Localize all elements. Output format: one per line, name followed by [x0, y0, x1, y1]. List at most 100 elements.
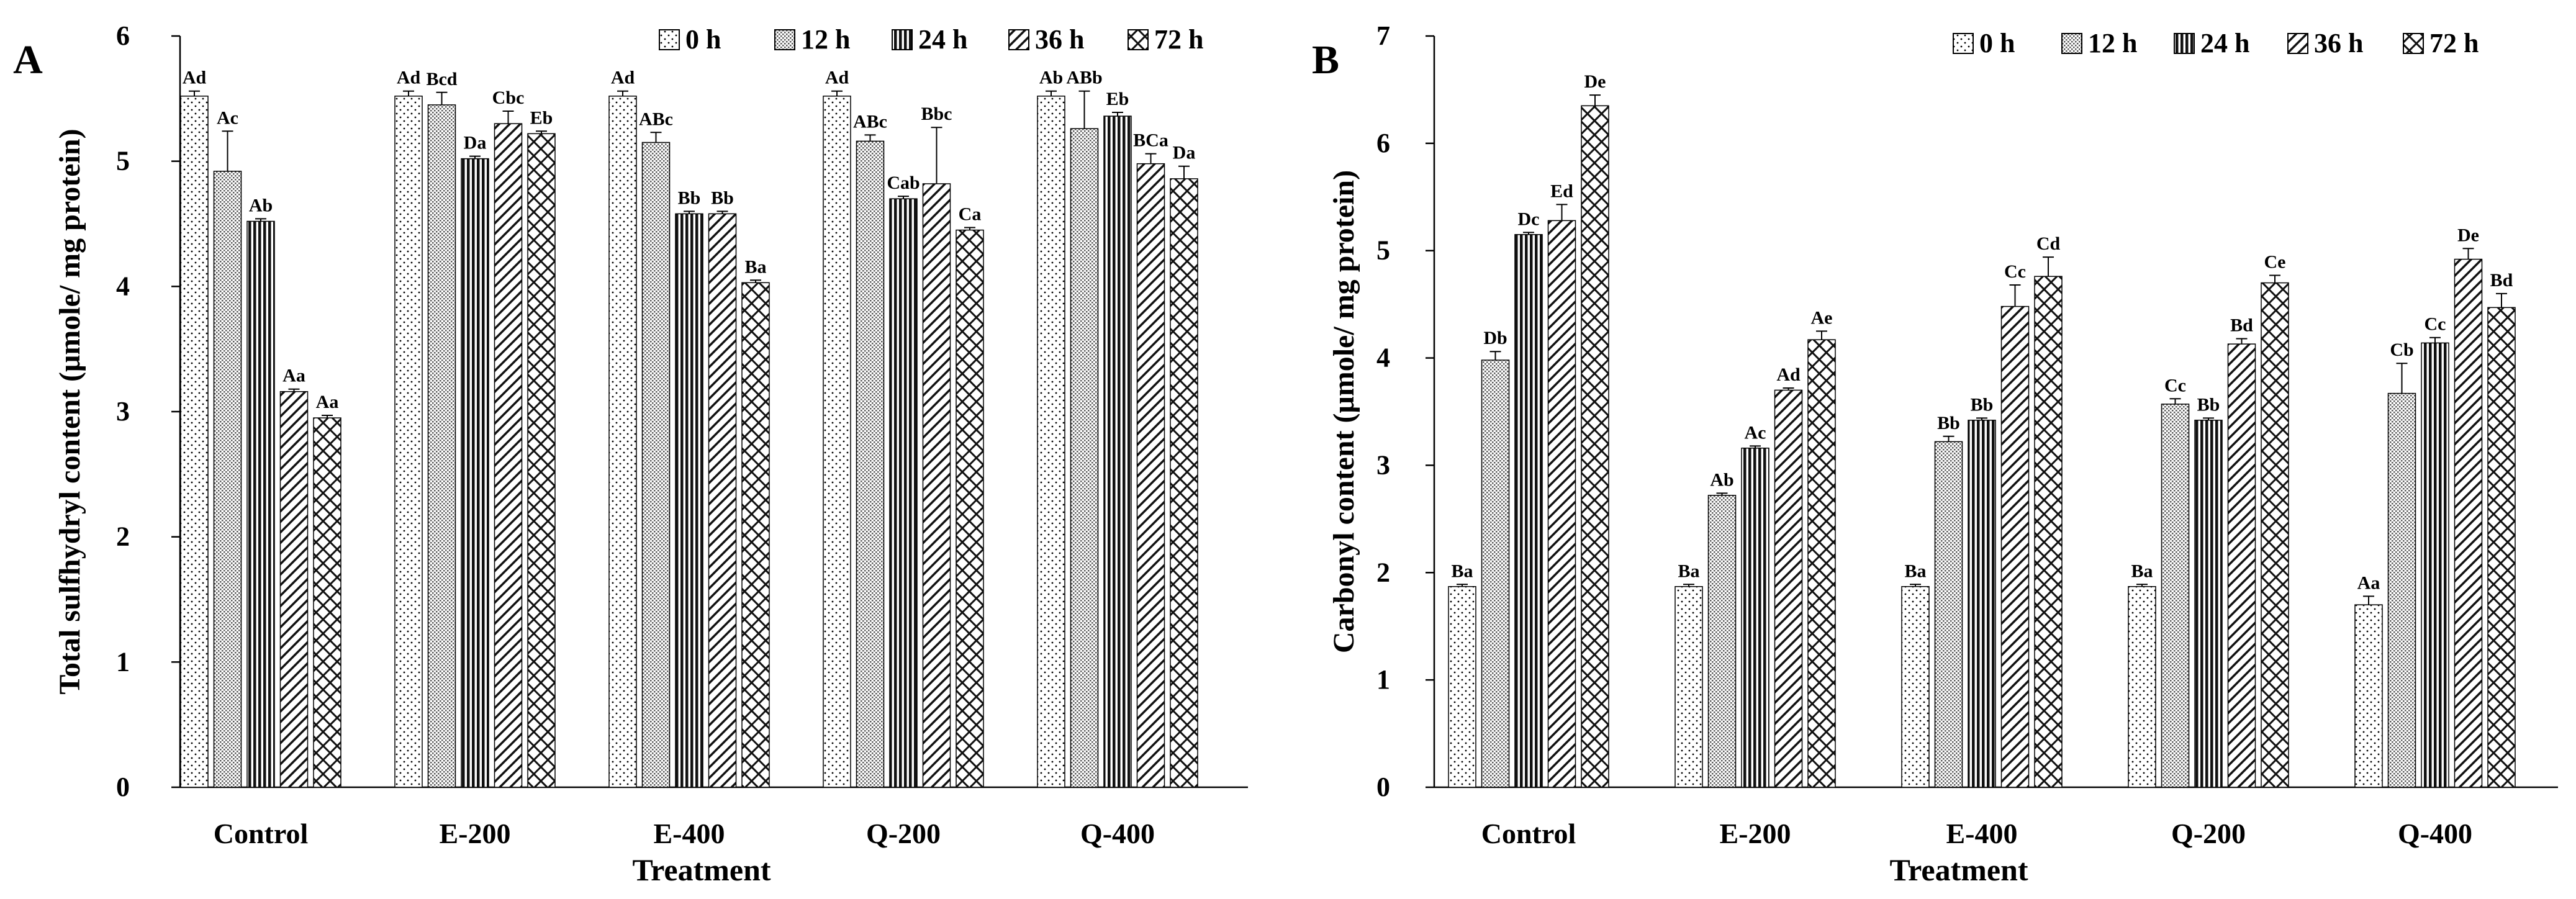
data-label: Bd [2230, 315, 2253, 335]
data-label: Ab [249, 195, 273, 215]
data-label: Bcd [426, 69, 457, 89]
x-tick-label: Control [214, 818, 309, 849]
bar [1103, 115, 1132, 788]
bar [1807, 339, 1836, 788]
bar [2421, 342, 2449, 788]
y-tick-label: 1 [116, 646, 130, 677]
data-label: ABc [853, 111, 887, 132]
legend-swatch [2174, 33, 2195, 54]
data-label: Ac [1745, 422, 1766, 443]
data-label: Ae [1811, 307, 1833, 328]
data-label: Bb [711, 187, 734, 208]
panel-b: B 0 1 2 3 4 5 6 7 Carbonyl content (μmole/ mg pro… [1312, 20, 2558, 887]
legend-label: 24 h [918, 24, 967, 55]
legend-swatch [1128, 29, 1149, 50]
bar [1674, 586, 1703, 788]
y-tick-label: 2 [116, 522, 130, 552]
bar [1136, 163, 1165, 788]
data-label: Ba [1904, 561, 1926, 581]
bar [494, 123, 523, 788]
data-label: Ab [1039, 68, 1063, 88]
data-label: Ba [1451, 561, 1473, 581]
bar [394, 96, 423, 788]
data-label: Ca [959, 204, 982, 225]
legend-swatch [892, 29, 913, 50]
data-label: Ab [1710, 469, 1733, 490]
data-label: Ba [1678, 561, 1699, 581]
data-label: Ad [825, 68, 849, 88]
data-label: Bb [1971, 394, 1994, 415]
y-tick-label: 1 [1376, 664, 1390, 695]
data-label: ABc [639, 109, 673, 129]
data-label: Cab [887, 173, 920, 193]
bar [427, 104, 456, 788]
data-label: Ad [1776, 364, 1801, 385]
data-label: Cc [2004, 261, 2026, 282]
y-tick-label: 3 [116, 396, 130, 427]
y-axis-label: Carbonyl content (μmole/ mg protein) [1327, 170, 1360, 653]
data-label: Cbc [492, 88, 525, 108]
data-label: Ad [397, 68, 421, 88]
bar [1934, 441, 1963, 788]
x-tick-label: E-200 [440, 818, 511, 849]
bar [180, 96, 209, 788]
data-label: Cc [2164, 375, 2186, 395]
data-label: Aa [282, 366, 305, 386]
x-tick-label: E-400 [654, 818, 725, 849]
bar [1481, 359, 1510, 788]
data-label: Ce [2264, 251, 2286, 272]
legend-label: 36 h [1035, 24, 1084, 55]
y-tick-label: 4 [116, 271, 130, 301]
y-tick-label: 5 [1376, 235, 1390, 266]
y-tick-label: 0 [1376, 772, 1390, 802]
bar [2354, 604, 2383, 788]
x-tick-label: E-400 [1946, 818, 2018, 849]
bar [2161, 404, 2190, 788]
legend-label: 12 h [2088, 28, 2137, 58]
y-tick-label: 5 [116, 146, 130, 176]
panel-letter: B [1312, 37, 1339, 83]
bar [1901, 586, 1930, 788]
data-label: Bb [2197, 394, 2220, 415]
data-label: Ad [611, 68, 635, 88]
data-label: Da [1173, 143, 1196, 163]
bar [1547, 220, 1576, 788]
bar [1968, 420, 1996, 788]
legend-swatch [659, 29, 680, 50]
bar [889, 198, 918, 788]
data-label: De [1584, 71, 1606, 92]
data-label: Bd [2490, 270, 2513, 291]
bar [741, 282, 770, 788]
bar [461, 158, 489, 788]
data-label: ABb [1066, 68, 1102, 88]
x-tick-label: Q-200 [2171, 818, 2246, 849]
bar [313, 417, 341, 788]
bar [1514, 234, 1543, 788]
bar [641, 142, 671, 788]
bar [2227, 343, 2256, 788]
data-label: Ac [217, 107, 238, 128]
legend-label: 72 h [2429, 28, 2479, 58]
legend-label: 24 h [2200, 28, 2249, 58]
bar [246, 220, 275, 788]
data-label: Bbc [921, 104, 952, 124]
bar [1774, 389, 1803, 788]
bar [956, 229, 984, 788]
bar [2261, 282, 2289, 788]
y-tick-label: 4 [1376, 343, 1390, 373]
x-tick-label: Control [1481, 818, 1576, 849]
legend-label: 0 h [685, 24, 721, 55]
data-label: Da [464, 133, 487, 153]
data-label: Bb [1937, 413, 1960, 433]
bar [1037, 96, 1065, 788]
bar [856, 140, 885, 788]
x-tick-label: Q-400 [1080, 818, 1155, 849]
bar [1170, 178, 1198, 788]
legend-swatch [2287, 33, 2308, 54]
bar [2000, 305, 2030, 788]
legend-swatch [1008, 29, 1029, 50]
legend-label: 0 h [1979, 28, 2015, 58]
legend-swatch [2403, 33, 2424, 54]
x-axis-label: Treatment [1889, 852, 2028, 887]
legend-swatch [2061, 33, 2082, 54]
